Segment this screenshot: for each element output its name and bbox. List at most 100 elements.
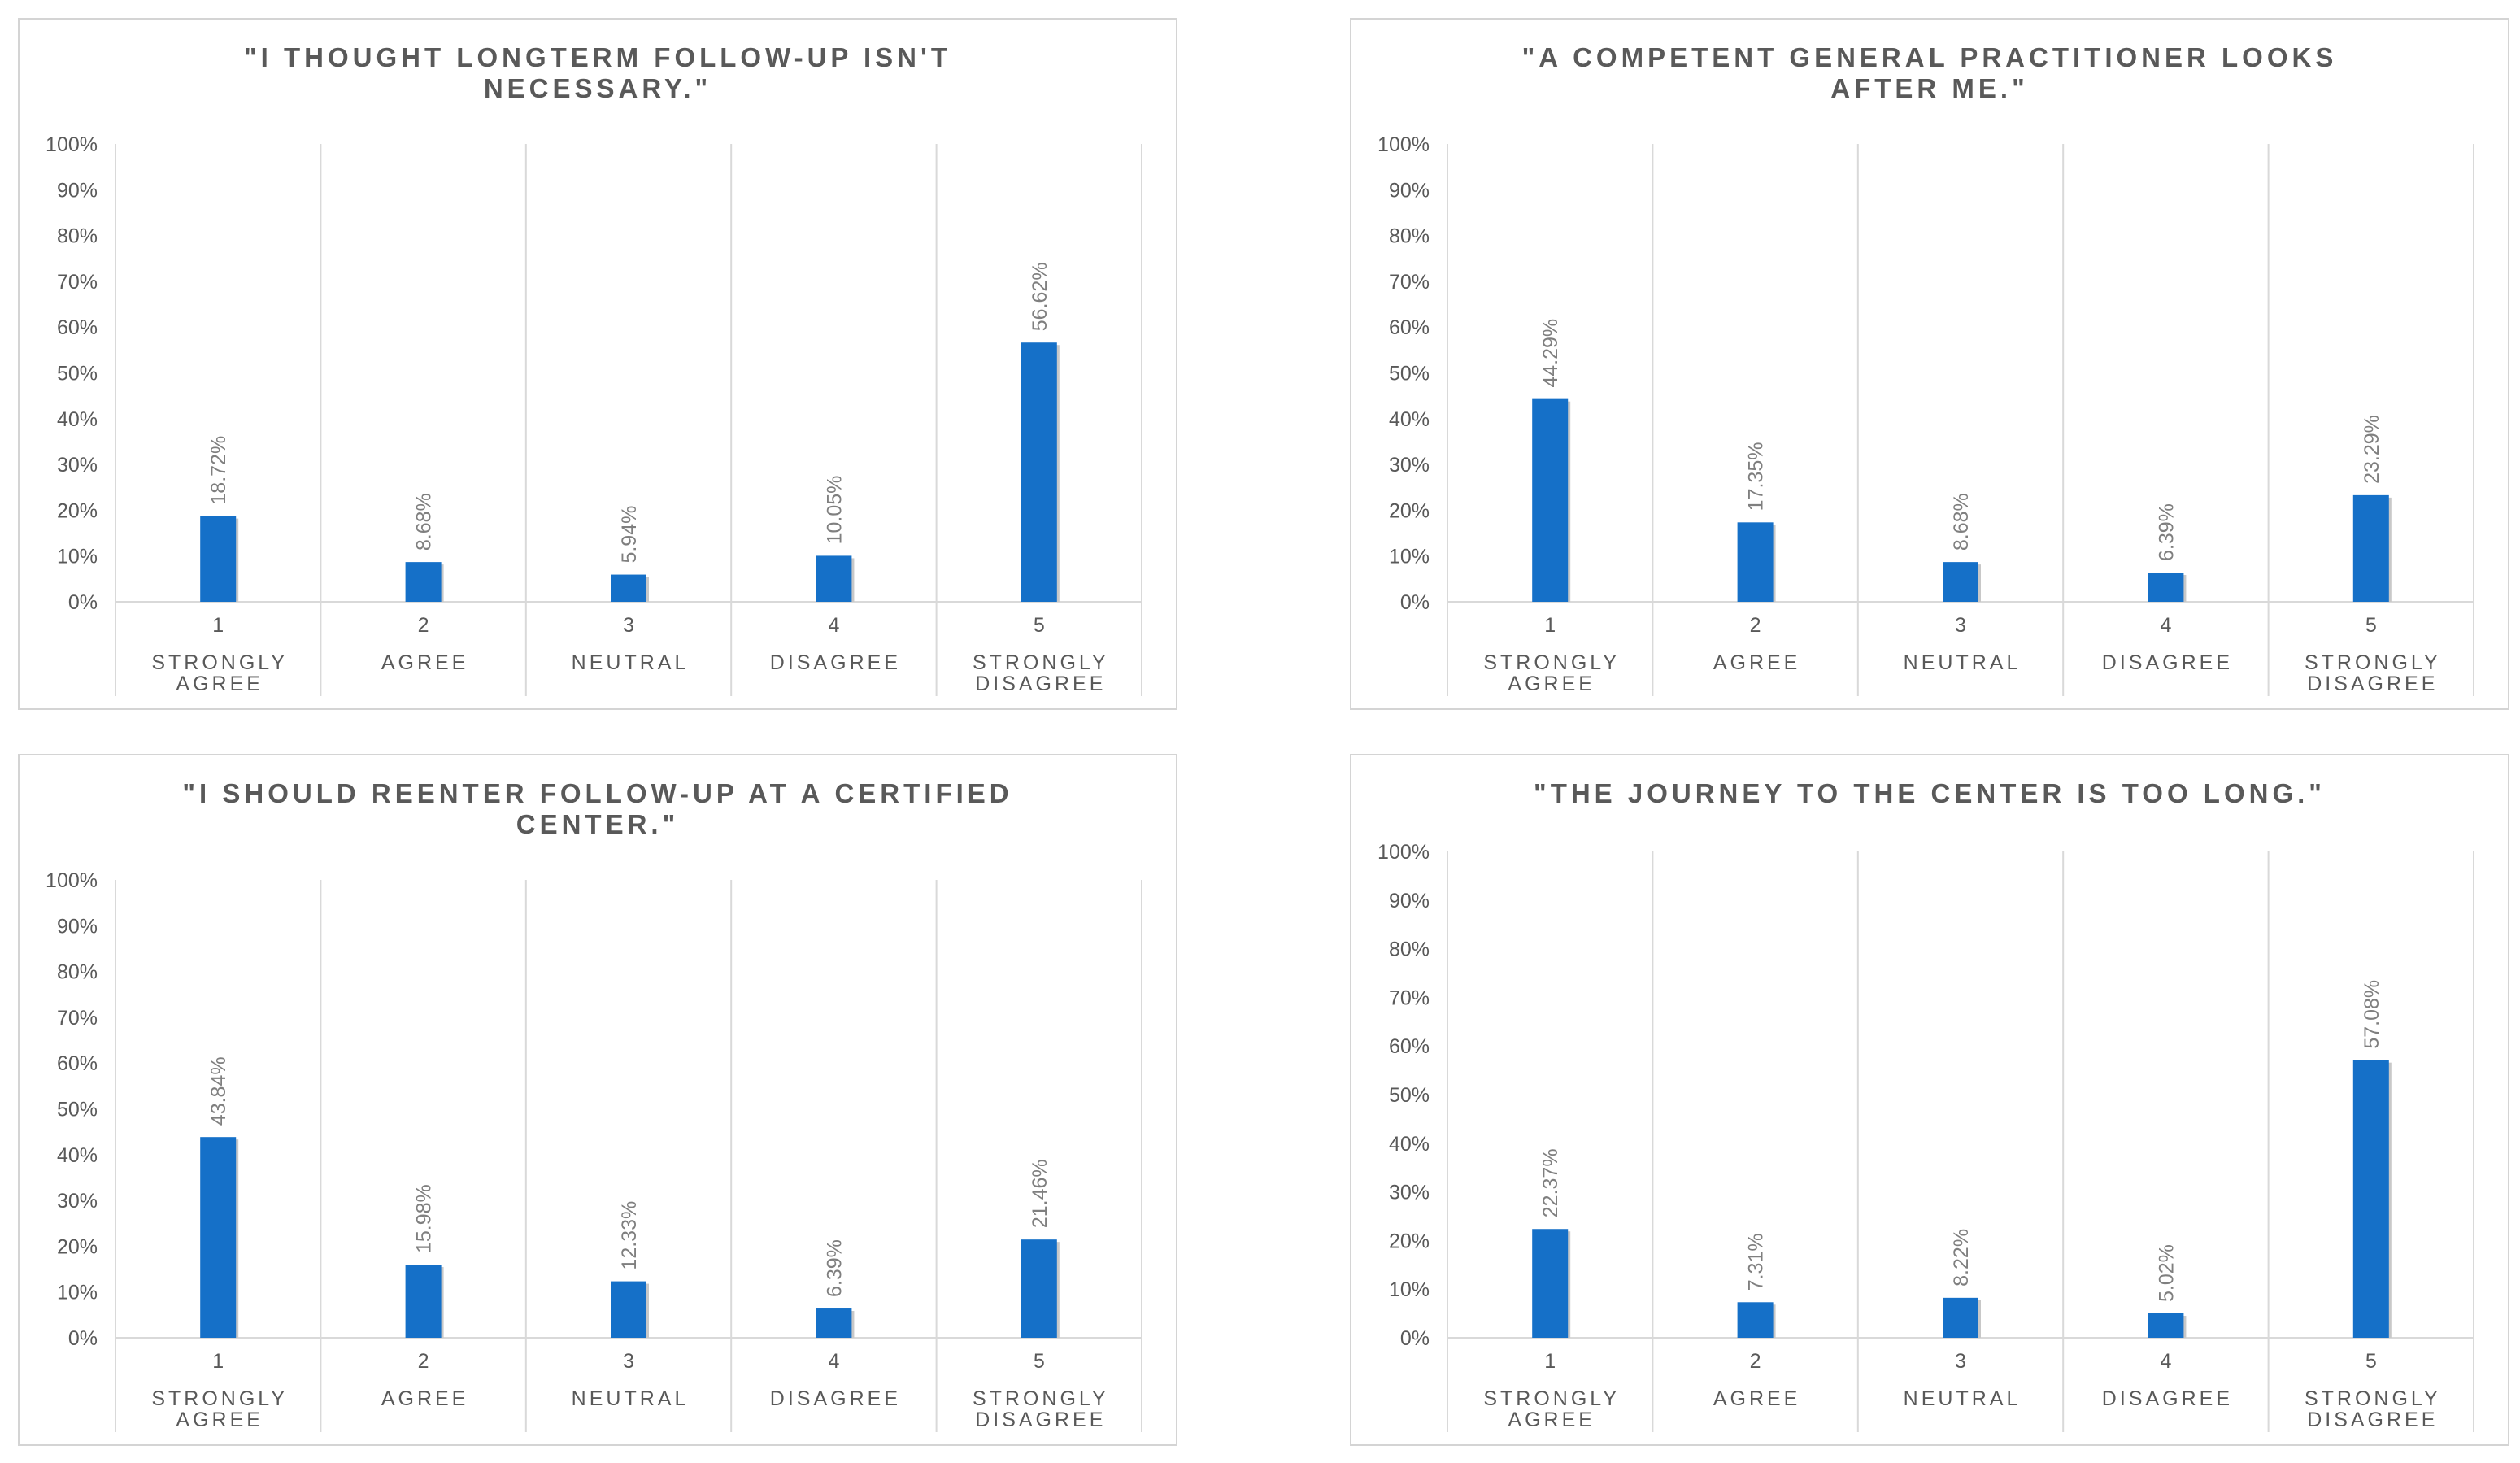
category-number: 3 — [623, 614, 634, 637]
category-number: 1 — [1544, 1350, 1556, 1373]
category-label: DISAGREE — [975, 1409, 1106, 1431]
chart-title: "A COMPETENT GENERAL PRACTITIONER LOOKS … — [1521, 42, 2338, 103]
y-tick-label: 50% — [1389, 1084, 1430, 1107]
category-label: DISAGREE — [770, 651, 901, 674]
y-tick-label: 100% — [46, 869, 98, 892]
category-label: STRONGLY — [973, 1387, 1109, 1410]
y-tick-label: 20% — [57, 1235, 98, 1258]
data-label: 8.68% — [413, 493, 436, 551]
data-label: 6.39% — [823, 1239, 846, 1297]
category-number: 4 — [2160, 614, 2171, 637]
bar — [1021, 342, 1057, 602]
data-label: 21.46% — [1029, 1159, 1051, 1228]
y-tick-label: 70% — [57, 1007, 98, 1030]
chart-panel-reenter-follow-up: "I SHOULD REENTER FOLLOW-UP AT A CERTIFI… — [18, 754, 1177, 1446]
bar-chart: 0% 10% 20% 30% 40% 50% 60% 70% 80% 90% 100% 44.29% 1… — [1378, 133, 2474, 696]
category-label: DISAGREE — [975, 673, 1106, 695]
category-number: 2 — [418, 614, 429, 637]
category-label: AGREE — [381, 651, 469, 674]
y-tick-label: 100% — [46, 133, 98, 156]
y-tick-label: 20% — [1389, 1230, 1430, 1252]
chart-panel-general-practitioner: "A COMPETENT GENERAL PRACTITIONER LOOKS … — [1350, 18, 2509, 710]
category-label: AGREE — [1508, 673, 1595, 695]
category-number: 1 — [1544, 614, 1556, 637]
y-tick-label: 80% — [1389, 225, 1430, 248]
y-tick-label: 70% — [1389, 271, 1430, 294]
category-label: AGREE — [381, 1387, 469, 1410]
data-label: 17.35% — [1745, 442, 1768, 512]
bar — [1532, 1229, 1569, 1338]
y-tick-label: 70% — [57, 271, 98, 294]
y-tick-label: 30% — [57, 454, 98, 477]
bar — [200, 516, 237, 602]
category-label: STRONGLY — [151, 651, 288, 674]
category-label: STRONGLY — [151, 1387, 288, 1410]
bar — [2148, 1313, 2184, 1338]
y-tick-label: 10% — [1389, 546, 1430, 568]
category-label: AGREE — [176, 673, 263, 695]
category-number: 3 — [623, 1350, 634, 1373]
y-tick-label: 30% — [1389, 454, 1430, 477]
bar-chart: 0% 10% 20% 30% 40% 50% 60% 70% 80% 90% 100% 43.84% 1… — [46, 869, 1142, 1432]
category-label: NEUTRAL — [1904, 651, 2022, 674]
data-label: 12.33% — [618, 1201, 641, 1270]
category-number: 4 — [828, 1350, 839, 1373]
chart-title: "I THOUGHT LONGTERM FOLLOW-UP ISN'T NECE… — [244, 42, 951, 103]
y-tick-label: 10% — [57, 1282, 98, 1304]
y-tick-label: 60% — [1389, 1035, 1430, 1058]
y-tick-label: 90% — [1389, 179, 1430, 202]
data-label: 5.02% — [2155, 1244, 2178, 1302]
bar — [1737, 1302, 1774, 1338]
category-label: STRONGLY — [973, 651, 1109, 674]
category-number: 4 — [828, 614, 839, 637]
bar-chart: 0% 10% 20% 30% 40% 50% 60% 70% 80% 90% 100% 22.37% 1… — [1378, 841, 2474, 1432]
data-label: 10.05% — [823, 476, 846, 545]
bar — [200, 1137, 237, 1338]
bar-chart: 0% 10% 20% 30% 40% 50% 60% 70% 80% 90% 100% 18.72% 1… — [46, 133, 1142, 696]
y-tick-label: 90% — [57, 915, 98, 938]
y-tick-label: 40% — [1389, 408, 1430, 431]
category-number: 2 — [1750, 614, 1761, 637]
bar — [2148, 573, 2184, 602]
category-label: DISAGREE — [770, 1387, 901, 1410]
chart-panel-journey-too-long: "THE JOURNEY TO THE CENTER IS TOO LONG."… — [1350, 754, 2509, 1446]
category-label: NEUTRAL — [572, 651, 690, 674]
y-tick-label: 50% — [57, 363, 98, 385]
data-label: 43.84% — [207, 1056, 230, 1126]
data-label: 44.29% — [1539, 319, 1562, 388]
y-tick-label: 10% — [1389, 1278, 1430, 1301]
bar — [1943, 1297, 1978, 1338]
bar — [1532, 398, 1569, 602]
bar — [1943, 562, 1978, 602]
y-tick-label: 90% — [1389, 890, 1430, 912]
y-tick-label: 80% — [1389, 938, 1430, 961]
y-tick-label: 0% — [1400, 591, 1430, 614]
category-number: 3 — [1955, 614, 1966, 637]
bar — [1737, 522, 1774, 602]
category-number: 4 — [2160, 1350, 2171, 1373]
category-label: STRONGLY — [2305, 651, 2441, 674]
category-label: DISAGREE — [2102, 651, 2233, 674]
category-label: STRONGLY — [1483, 1387, 1620, 1410]
y-tick-label: 80% — [57, 961, 98, 984]
y-tick-label: 30% — [57, 1190, 98, 1213]
y-tick-label: 30% — [1389, 1182, 1430, 1204]
y-tick-label: 40% — [57, 1144, 98, 1167]
data-label: 6.39% — [2155, 503, 2178, 561]
y-tick-label: 100% — [1378, 841, 1430, 864]
y-tick-label: 60% — [1389, 316, 1430, 339]
data-label: 23.29% — [2361, 415, 2383, 484]
chart-panel-follow-up-necessary: "I THOUGHT LONGTERM FOLLOW-UP ISN'T NECE… — [18, 18, 1177, 710]
y-tick-label: 80% — [57, 225, 98, 248]
category-label: AGREE — [176, 1409, 263, 1431]
y-tick-label: 0% — [68, 591, 98, 614]
bar — [816, 555, 852, 602]
bar — [2352, 494, 2389, 602]
data-label: 18.72% — [207, 436, 230, 505]
bar — [611, 574, 646, 602]
category-label: NEUTRAL — [572, 1387, 690, 1410]
y-tick-label: 0% — [1400, 1327, 1430, 1350]
category-number: 1 — [212, 614, 224, 637]
y-tick-label: 60% — [57, 316, 98, 339]
data-label: 8.22% — [1950, 1229, 1973, 1287]
